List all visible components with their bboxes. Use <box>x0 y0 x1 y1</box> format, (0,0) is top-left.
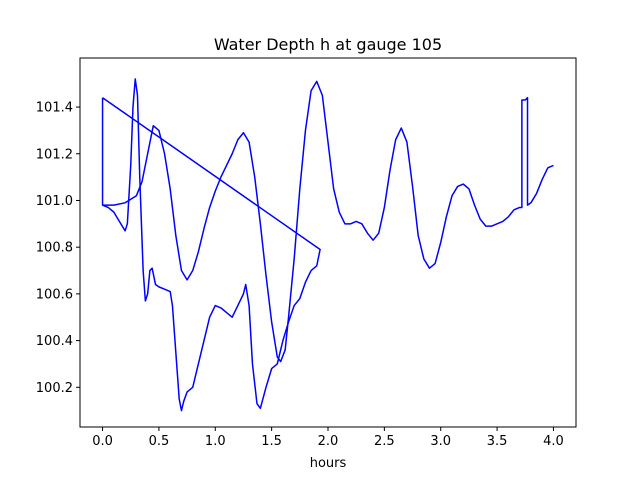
x-tick-label: 1.5 <box>261 434 282 449</box>
y-tick-label: 101.2 <box>36 147 73 162</box>
y-tick-label: 101.0 <box>36 194 73 209</box>
y-tick-label: 100.4 <box>36 334 73 349</box>
series-layer <box>101 78 554 412</box>
series-line-2 <box>102 80 554 363</box>
y-tick-label: 101.4 <box>36 101 73 116</box>
series-line-1 <box>101 78 321 412</box>
x-tick-label: 4.0 <box>543 434 564 449</box>
x-tick-label: 2.0 <box>318 434 339 449</box>
x-axis-label: hours <box>310 456 347 471</box>
x-axis: 0.0 0.5 1.0 1.5 2.0 2.5 3.0 3.5 4.0 <box>92 427 564 449</box>
x-tick-label: 1.0 <box>205 434 226 449</box>
x-tick-label: 0.0 <box>92 434 113 449</box>
x-tick-label: 0.5 <box>149 434 170 449</box>
y-tick-label: 100.8 <box>36 241 73 256</box>
x-tick-label: 3.0 <box>430 434 451 449</box>
y-axis: 100.2 100.4 100.6 100.8 101.0 101.2 101.4 <box>36 101 80 396</box>
x-tick-label: 2.5 <box>374 434 395 449</box>
chart-title: Water Depth h at gauge 105 <box>214 35 442 54</box>
y-tick-label: 100.6 <box>36 287 73 302</box>
x-tick-label: 3.5 <box>487 434 508 449</box>
y-tick-label: 100.2 <box>36 381 73 396</box>
